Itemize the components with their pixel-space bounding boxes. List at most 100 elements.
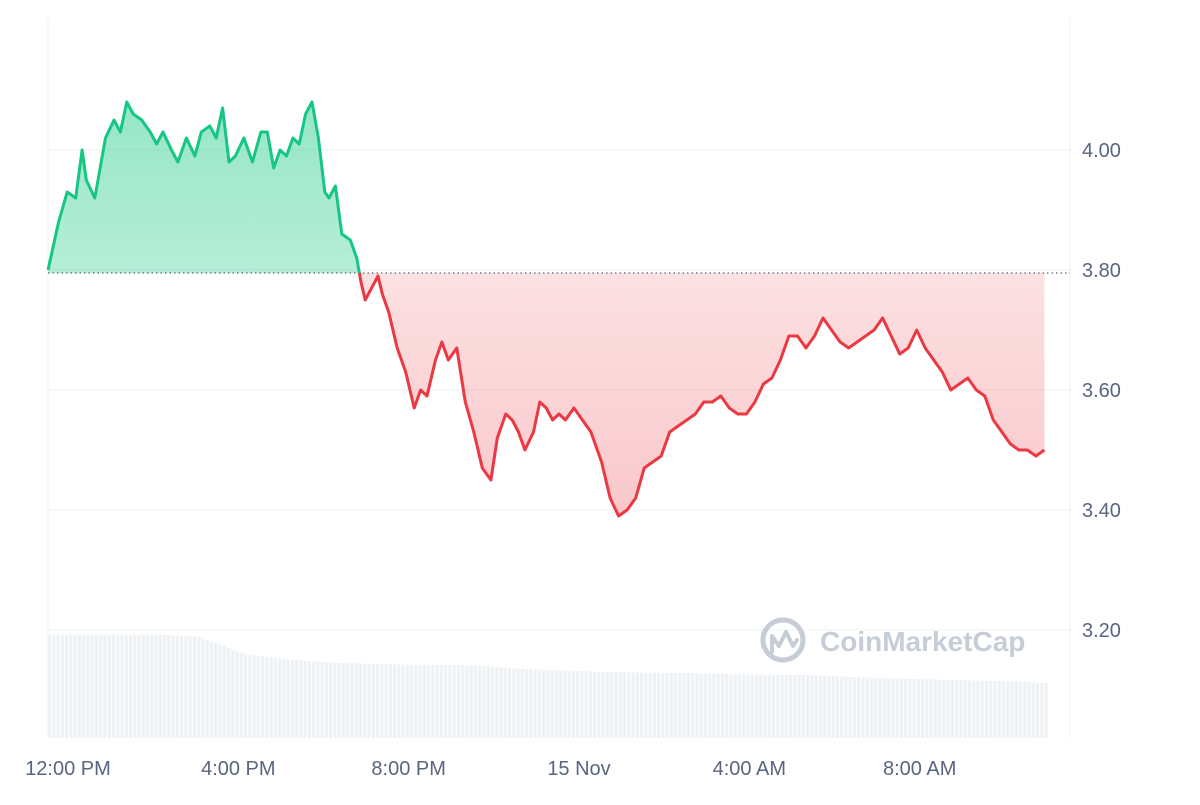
volume-bar	[656, 672, 661, 738]
volume-bar	[716, 673, 720, 738]
volume-bar	[639, 672, 644, 738]
volume-bar	[260, 656, 265, 738]
volume-bar	[699, 673, 703, 738]
volume-bar	[1031, 682, 1035, 738]
volume-bar	[1018, 681, 1023, 738]
volume-bar	[605, 672, 610, 738]
volume-bar	[788, 674, 793, 738]
volume-bar	[94, 634, 99, 738]
volume-bar	[380, 664, 384, 738]
volume-bar	[77, 634, 82, 738]
volume-bar	[503, 667, 507, 738]
volume-bar	[90, 634, 94, 738]
volume-bar	[103, 634, 107, 738]
volume-bar	[180, 635, 184, 738]
volume-bar	[473, 665, 478, 738]
volume-bar	[507, 668, 512, 738]
volume-bar	[967, 680, 972, 738]
volume-bar	[925, 679, 929, 738]
volume-bar	[963, 680, 967, 738]
volume-bar	[916, 679, 920, 738]
volume-bar	[456, 665, 461, 738]
volume-bar	[712, 673, 716, 738]
volume-bar	[520, 668, 524, 738]
volume-bar	[720, 673, 725, 738]
volume-bar	[120, 634, 124, 738]
volume-bar	[107, 634, 111, 738]
volume-bar	[725, 674, 729, 738]
volume-bar	[810, 675, 814, 738]
volume-bar	[861, 677, 865, 738]
volume-bar	[478, 665, 482, 738]
price-line	[46, 100, 1046, 518]
volume-bar	[222, 646, 226, 738]
volume-bar	[946, 679, 950, 738]
volume-bar	[346, 663, 350, 738]
volume-bar	[461, 665, 465, 738]
volume-bar	[814, 675, 818, 738]
volume-bar	[363, 663, 367, 738]
volume-bar	[197, 636, 201, 738]
volume-bar	[401, 664, 405, 738]
volume-bar	[576, 671, 580, 738]
volume-bar	[976, 680, 980, 738]
volume-bar	[329, 662, 333, 738]
volume-bar	[192, 636, 197, 738]
x-tick-label: 12:00 PM	[25, 758, 111, 780]
volume-bar	[993, 681, 997, 738]
x-tick-label: 8:00 AM	[883, 758, 956, 780]
volume-bar	[950, 679, 955, 738]
volume-bar	[388, 664, 392, 738]
volume-bar	[333, 662, 337, 738]
volume-bar	[742, 674, 746, 738]
price-area	[48, 102, 1045, 516]
volume-bar	[499, 667, 503, 738]
volume-bar	[567, 670, 571, 738]
volume-bar	[409, 664, 414, 738]
volume-bar	[124, 634, 128, 738]
volume-bar	[495, 667, 499, 738]
volume-bar	[767, 674, 771, 738]
volume-bar	[831, 676, 835, 738]
volume-bar	[601, 672, 605, 738]
volume-bar	[588, 671, 593, 738]
volume-bar	[158, 634, 162, 738]
volume-bar	[980, 680, 984, 738]
volume-bar	[908, 678, 912, 738]
volume-bar	[874, 677, 878, 738]
volume-bar	[252, 655, 256, 738]
volume-bars	[48, 634, 1048, 738]
volume-bar	[759, 674, 763, 738]
watermark-brand-text: CoinMarketCap	[820, 626, 1025, 657]
volume-bar	[737, 674, 742, 738]
volume-bar	[1001, 681, 1006, 738]
volume-bar	[422, 664, 426, 738]
volume-bar	[239, 653, 243, 738]
volume-bar	[580, 671, 584, 738]
x-tick-label: 15 Nov	[547, 758, 610, 780]
volume-bar	[184, 636, 188, 738]
volume-bar	[920, 679, 925, 738]
volume-bar	[235, 651, 239, 738]
volume-bar	[1006, 681, 1010, 738]
volume-bar	[337, 662, 341, 738]
y-tick-label: 3.80	[1082, 260, 1121, 282]
volume-bar	[205, 639, 209, 738]
volume-bar	[452, 665, 456, 738]
volume-bar	[780, 674, 784, 738]
volume-bar	[729, 674, 733, 738]
volume-bar	[231, 649, 235, 738]
volume-bar	[256, 655, 260, 738]
volume-bar	[563, 670, 567, 738]
volume-bar	[895, 678, 899, 738]
volume-bar	[746, 674, 750, 738]
volume-bar	[827, 675, 831, 738]
volume-bar	[426, 664, 431, 738]
volume-bar	[835, 676, 840, 738]
volume-bar	[955, 680, 959, 738]
volume-bar	[512, 668, 516, 738]
volume-bar	[703, 673, 708, 738]
volume-bar	[541, 669, 546, 738]
volume-bar	[776, 674, 780, 738]
